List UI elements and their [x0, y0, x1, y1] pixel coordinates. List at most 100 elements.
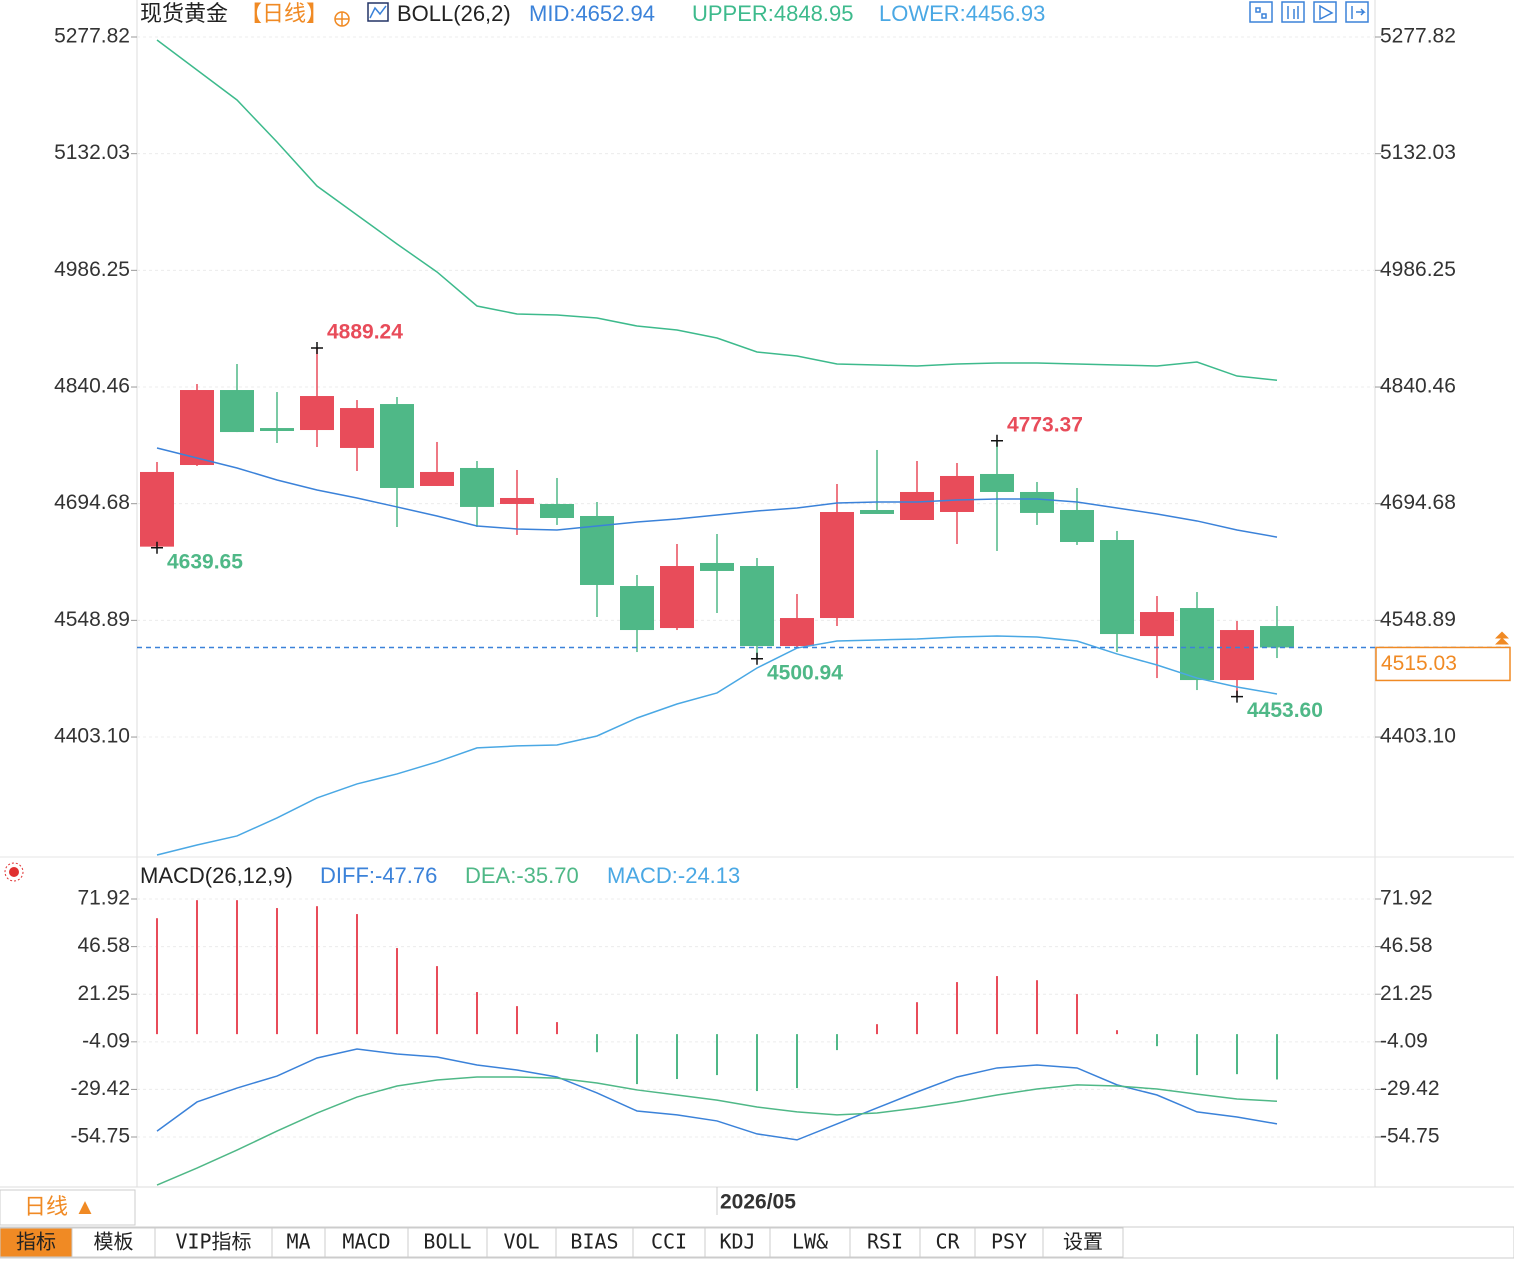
legend-entry: LOWER:4456.93 — [879, 1, 1045, 26]
candle-body — [860, 509, 894, 514]
tab-bg[interactable] — [974, 1227, 1044, 1258]
annotation-label: 4773.37 — [1007, 413, 1083, 436]
macd-bar — [636, 1034, 638, 1085]
macd-bar — [156, 918, 158, 1035]
tab-bg[interactable] — [769, 1227, 851, 1258]
candle-body — [1220, 630, 1254, 681]
period-selector[interactable]: 日线 ▲ — [24, 1194, 96, 1219]
annotation-label: 4500.94 — [767, 661, 843, 684]
line-mid — [156, 447, 1278, 538]
macd-bar — [716, 1034, 718, 1076]
macd-bar — [596, 1034, 598, 1053]
tab[interactable]: VOL — [503, 1230, 539, 1254]
y2-tick-label: -29.42 — [1380, 1077, 1440, 1100]
tab[interactable]: VIP指标 — [175, 1230, 251, 1254]
candle-body — [1100, 540, 1134, 635]
macd-bar — [1036, 980, 1038, 1035]
macd-bar — [556, 1022, 558, 1035]
tab-bg[interactable] — [271, 1227, 326, 1258]
candle-body — [940, 475, 974, 512]
candle-body — [1260, 626, 1294, 648]
last-price-arrow — [1495, 631, 1509, 645]
tab[interactable]: LW& — [792, 1230, 828, 1254]
annotation-label: 4453.60 — [1247, 699, 1323, 722]
tab[interactable]: 指标 — [16, 1230, 56, 1254]
tab[interactable]: 设置 — [1063, 1230, 1103, 1254]
macd-bar — [996, 976, 998, 1035]
macd-bar — [1156, 1034, 1158, 1047]
annotation-label: 4639.65 — [167, 550, 243, 573]
line-lower — [156, 635, 1278, 856]
macd-bar — [316, 906, 318, 1035]
macd-bar — [1196, 1034, 1198, 1076]
boll-icon[interactable] — [367, 2, 389, 22]
tab-bg[interactable] — [154, 1227, 273, 1258]
legend-entry: MACD:-24.13 — [607, 863, 740, 888]
tab[interactable]: BOLL — [423, 1230, 471, 1254]
candle-body — [1020, 491, 1054, 513]
y-tick-label: 4986.25 — [54, 258, 130, 281]
y2-tick-label: 4548.89 — [1380, 608, 1456, 631]
tab[interactable]: MA — [286, 1230, 310, 1254]
macd-bar — [236, 900, 238, 1035]
macd-bar — [796, 1034, 798, 1089]
annotation-marker — [151, 541, 163, 554]
tab[interactable]: PSY — [991, 1230, 1027, 1254]
y-tick-label: 71.92 — [77, 887, 130, 910]
period-box[interactable] — [0, 1189, 136, 1226]
y2-tick-label: 71.92 — [1380, 887, 1433, 910]
annotation-marker — [751, 652, 763, 665]
y-tick-label: 5277.82 — [54, 25, 130, 48]
indicator-label: BOLL(26,2) — [397, 1, 511, 26]
candle-body — [500, 497, 534, 504]
macd-bar — [876, 1024, 878, 1035]
candle-body — [1140, 612, 1174, 637]
tab-bg[interactable] — [407, 1227, 488, 1258]
y-tick-label: 4840.46 — [54, 375, 130, 398]
annotation-label: 4889.24 — [327, 321, 403, 344]
tab-bg[interactable] — [71, 1227, 156, 1258]
annotation-marker — [1231, 690, 1243, 703]
candle-body — [300, 396, 334, 431]
tab-bg[interactable] — [1042, 1227, 1124, 1258]
macd-bar — [276, 908, 278, 1035]
tab[interactable]: CCI — [651, 1230, 687, 1254]
candle-body — [420, 471, 454, 486]
tab[interactable]: 模板 — [94, 1230, 134, 1254]
legend-entry: MID:4652.94 — [529, 1, 655, 26]
macd-bar — [356, 914, 358, 1035]
indicator-label: MACD(26,12,9) — [140, 863, 293, 888]
y2-tick-label: 21.25 — [1380, 982, 1433, 1005]
toolbar-icons[interactable] — [1249, 1, 1369, 23]
add-icon[interactable] — [334, 11, 350, 27]
y-tick-label: 4403.10 — [54, 725, 130, 748]
y2-tick-label: 5132.03 — [1380, 141, 1456, 164]
candle-body — [620, 586, 654, 631]
tab-bg[interactable] — [704, 1227, 771, 1258]
y-tick-label: 21.25 — [77, 982, 130, 1005]
tab[interactable]: KDJ — [719, 1230, 755, 1254]
candle-body — [260, 428, 294, 432]
tab[interactable]: RSI — [867, 1230, 903, 1254]
candle-body — [140, 471, 174, 547]
last-price-label: 4515.03 — [1381, 652, 1457, 675]
candle-body — [540, 503, 574, 518]
y2-tick-label: 4840.46 — [1380, 375, 1456, 398]
candle-body — [780, 618, 814, 647]
period: 【日线】 — [240, 1, 328, 26]
last-price-box — [1375, 646, 1511, 682]
tab-bg[interactable] — [486, 1227, 557, 1258]
tab[interactable]: BIAS — [570, 1230, 618, 1254]
tab-bg[interactable] — [632, 1227, 706, 1258]
macd-bar — [836, 1034, 838, 1051]
annotation-marker — [991, 434, 1003, 447]
tab-bg[interactable] — [555, 1227, 634, 1258]
macd-icon[interactable] — [4, 862, 24, 882]
macd-bar — [196, 900, 198, 1035]
tab[interactable]: CR — [935, 1230, 960, 1254]
macd-bar — [1076, 994, 1078, 1035]
y-tick-label: 4694.68 — [54, 491, 130, 514]
tab[interactable]: MACD — [342, 1230, 390, 1254]
tab-bg[interactable] — [919, 1227, 976, 1258]
